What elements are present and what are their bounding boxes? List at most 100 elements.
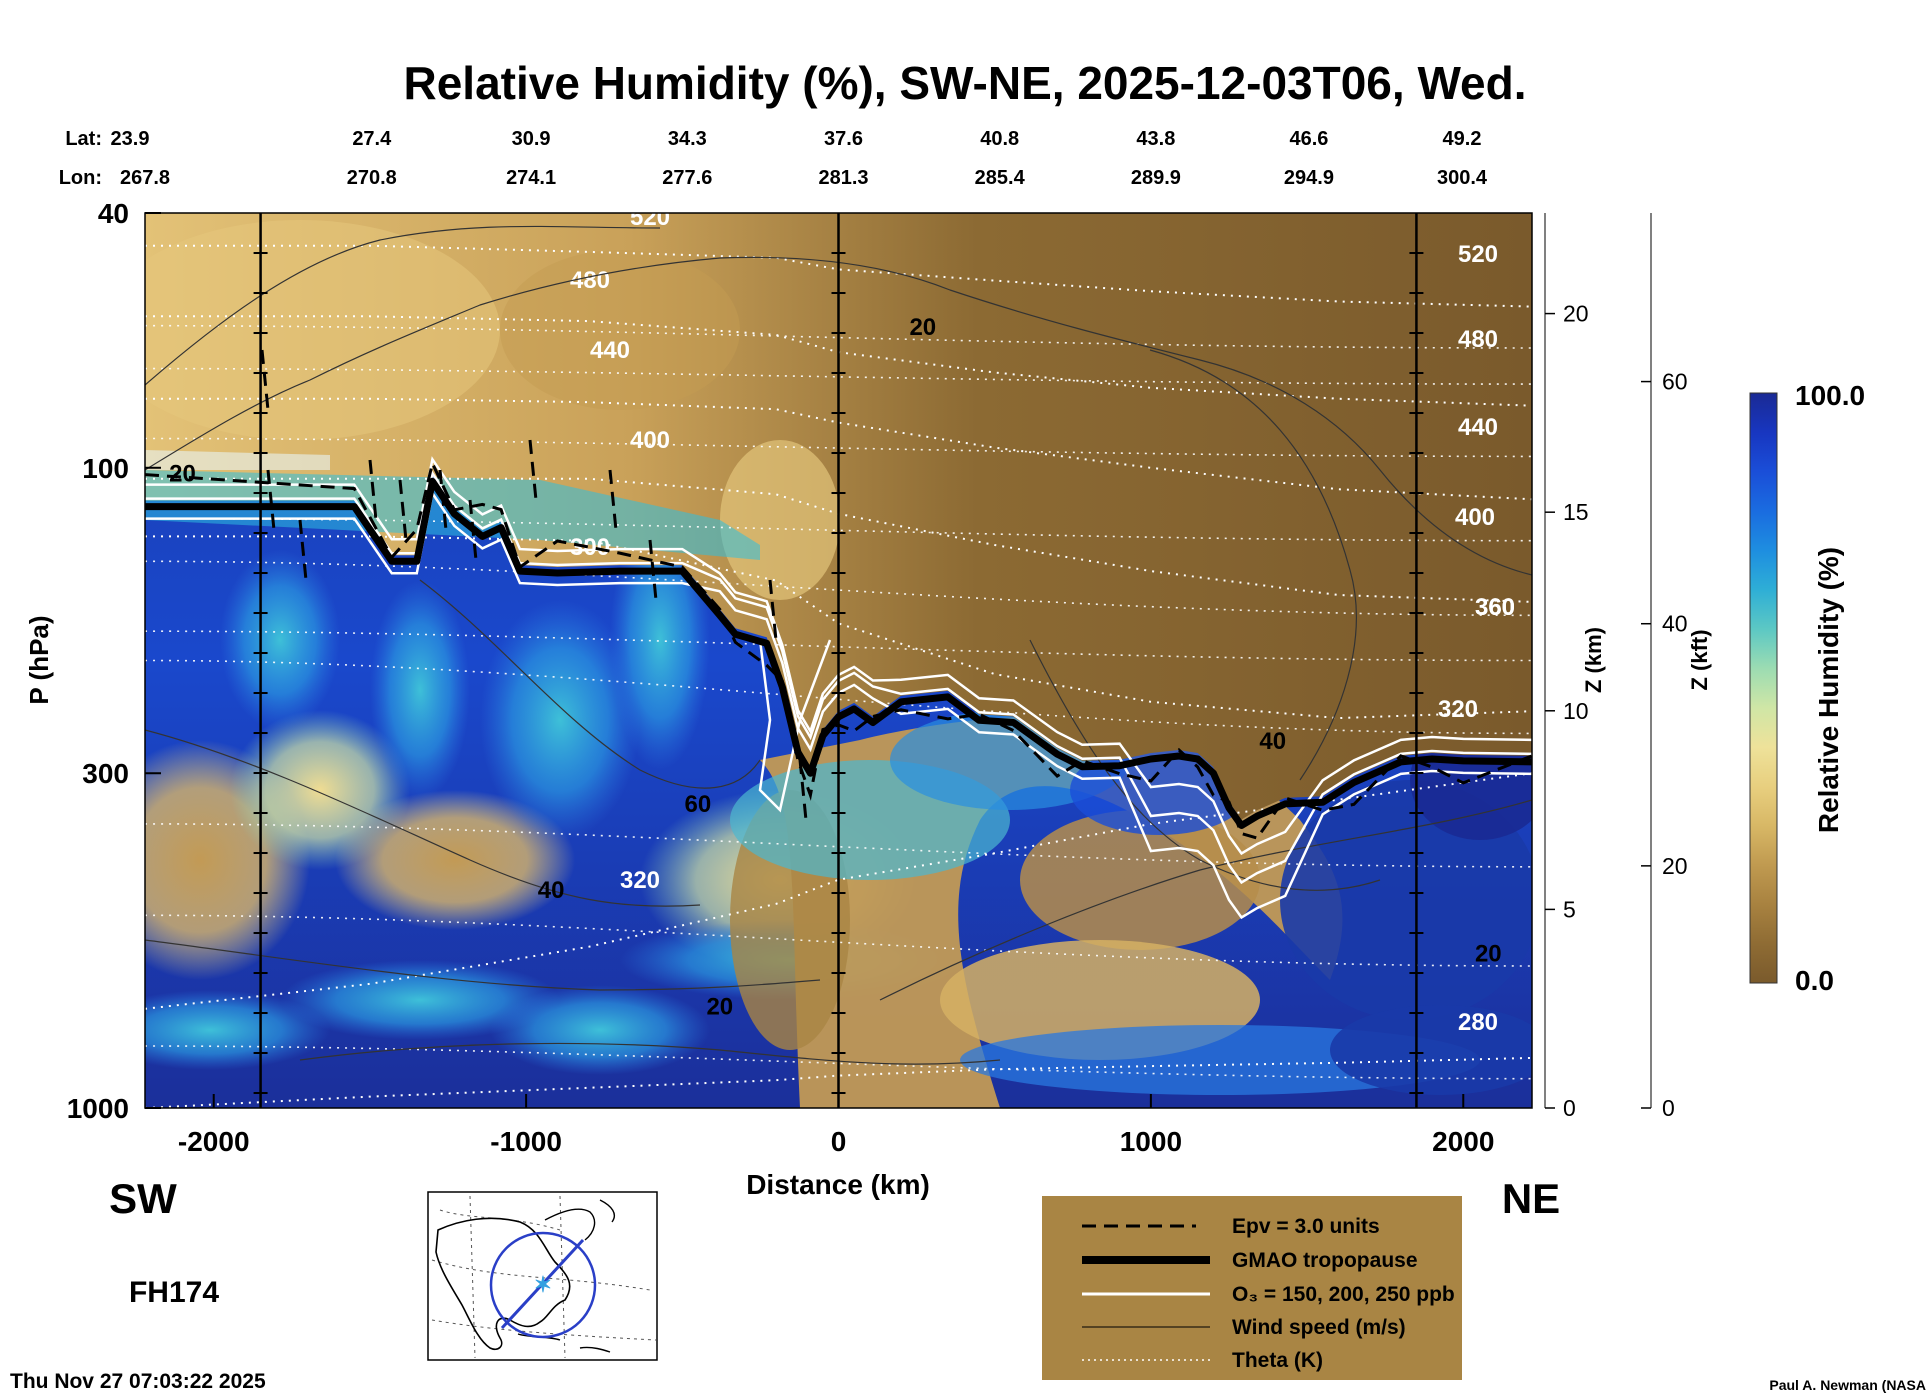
lat-value: 40.8: [980, 128, 1019, 150]
legend-label: Wind speed (m/s): [1232, 1316, 1406, 1339]
theta-label: 400: [630, 427, 670, 454]
wind-speed-label: 40: [1259, 728, 1286, 755]
wind-speed-label: 60: [685, 791, 712, 818]
wind-speed-label: 40: [538, 877, 565, 904]
theta-label: 400: [1455, 504, 1495, 531]
z-kft-tick-label: 20: [1662, 853, 1688, 879]
p-tick-label: 1000: [67, 1093, 129, 1124]
x-tick-label: 0: [831, 1126, 847, 1157]
theta-contour: [145, 324, 1532, 349]
colorbar-max-label: 100.0: [1795, 380, 1865, 411]
wind-speed-labels: 20 20 60 40 20 40 20: [169, 314, 1502, 1021]
legend-label: O₃ = 150, 200, 250 ppb: [1232, 1283, 1455, 1306]
ozone-contours: [145, 456, 1532, 920]
tropopause-line: [145, 477, 1532, 829]
inset-map-frame: [427, 1191, 658, 1361]
z-km-tick-label: 15: [1563, 499, 1589, 525]
theta-label: 520: [1458, 241, 1498, 268]
theta-label: 360: [1475, 594, 1515, 621]
lon-value: 274.1: [506, 167, 556, 189]
lon-value: 281.3: [818, 167, 868, 189]
lon-value: 294.9: [1284, 167, 1334, 189]
y-axis-label: P (hPa): [24, 615, 54, 704]
theta-label: 320: [620, 867, 660, 894]
lat-value: 34.3: [668, 128, 707, 150]
longitude-row: 267.8 270.8 274.1 277.6 281.3 285.4 289.9 294.9…: [120, 167, 1488, 189]
theta-contour: [145, 1045, 1532, 1080]
x-tick-label: 2000: [1432, 1126, 1494, 1157]
z-km-tick-label: 5: [1563, 896, 1576, 922]
timestamp: Thu Nov 27 07:03:22 2025: [10, 1370, 266, 1393]
inset-graticule: [469, 1195, 566, 1359]
x-tick-label: -1000: [490, 1126, 562, 1157]
inset-map: ✶: [427, 1191, 658, 1361]
forecast-hour: FH174: [129, 1276, 219, 1309]
lon-label: Lon:: [59, 167, 102, 189]
pressure-axis: 40 100 300 1000: [67, 198, 161, 1124]
wind-speed-contours: [145, 225, 1532, 1065]
z-kft-tick-label: 40: [1662, 611, 1688, 637]
legend-label: Theta (K): [1232, 1349, 1323, 1372]
wind-contour: [299, 1042, 1001, 1065]
wind-contour: [1029, 639, 1381, 892]
lat-value: 27.4: [352, 128, 392, 150]
z-kft-tick-label: 0: [1662, 1095, 1675, 1121]
z-km-axis-label: Z (km): [1581, 627, 1606, 693]
p-tick-label: 100: [82, 453, 129, 484]
theta-label: 480: [1458, 326, 1498, 353]
field-humid-band: [145, 450, 330, 470]
wind-contour: [145, 225, 661, 386]
theta-label: 440: [1458, 414, 1498, 441]
lon-value: 285.4: [975, 167, 1026, 189]
lat-value: 30.9: [512, 128, 551, 150]
field-dry-patch: [720, 440, 840, 600]
z-km-axis: 20 15 10 5 0: [1544, 213, 1589, 1121]
z-km-tick-label: 20: [1563, 301, 1589, 327]
theta-label: 280: [1458, 1009, 1498, 1036]
theta-label: 300: [570, 534, 610, 561]
theta-contour: [145, 437, 1532, 458]
theta-contour: [145, 397, 1532, 501]
theta-contour: [145, 244, 1532, 308]
theta-label: 520: [630, 204, 670, 231]
z-kft-axis-label: Z (kft): [1687, 629, 1712, 690]
wind-contour: [145, 939, 821, 991]
credit: Paul A. Newman (NASA: [1769, 1377, 1926, 1393]
theta-label: 440: [590, 337, 630, 364]
theta-contour: [145, 367, 1532, 385]
wind-speed-label: 20: [909, 314, 936, 341]
legend-label: Epv = 3.0 units: [1232, 1215, 1380, 1238]
theta-contour: [145, 823, 1532, 868]
lon-value: 270.8: [347, 167, 397, 189]
wind-contour: [145, 729, 701, 907]
x-axis-label: Distance (km): [746, 1169, 930, 1200]
x-axis: -2000 -1000 0 1000 2000: [178, 1094, 1494, 1157]
lon-value: 300.4: [1437, 167, 1488, 189]
legend-label: GMAO tropopause: [1232, 1249, 1418, 1272]
wind-speed-label: 20: [169, 460, 196, 487]
wind-contour: [419, 579, 761, 789]
wind-speed-label: 20: [706, 994, 733, 1021]
theta-label: 480: [570, 267, 610, 294]
lat-value: 49.2: [1443, 128, 1482, 150]
wind-contour: [879, 799, 1532, 1001]
inset-graticule: [431, 1209, 657, 1341]
lat-value: 23.9: [111, 128, 150, 150]
theta-contour: [145, 535, 1532, 720]
field-dry-patch: [335, 790, 575, 930]
latitude-row: 23.9 27.4 30.9 34.3 37.6 40.8 43.8 46.6 49.2: [111, 128, 1482, 150]
theta-label: 320: [1438, 696, 1478, 723]
direction-left: SW: [109, 1175, 177, 1222]
x-tick-label: -2000: [178, 1126, 250, 1157]
inset-center-star-icon: ✶: [534, 1272, 552, 1297]
ozone-contour: [145, 470, 1532, 885]
theta-contour: [145, 630, 1532, 662]
theta-contours: 2803203604004404805205204804404003603203…: [145, 204, 1532, 1108]
colorbar: [1749, 392, 1778, 984]
field-humid-patch: [220, 550, 340, 730]
lon-value: 289.9: [1131, 167, 1181, 189]
chart-title: Relative Humidity (%), SW-NE, 2025-12-03…: [403, 57, 1526, 109]
x-tick-label: 1000: [1120, 1126, 1182, 1157]
field-humid-patch: [490, 985, 710, 1075]
z-kft-tick-label: 60: [1662, 369, 1688, 395]
